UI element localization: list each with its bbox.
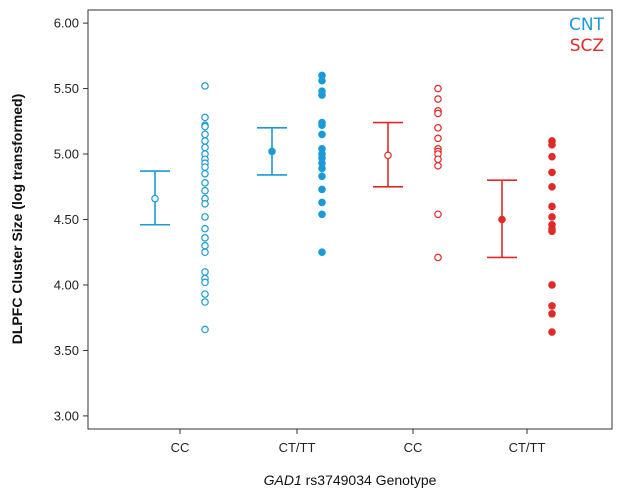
data-point — [434, 253, 442, 262]
data-point — [201, 199, 209, 208]
data-point — [201, 82, 209, 90]
data-point — [548, 182, 556, 191]
x-axis: CC CT/TT CC CT/TT — [171, 429, 546, 455]
data-point — [201, 224, 209, 233]
data-point — [201, 298, 209, 306]
data-point — [201, 186, 209, 195]
data-point — [201, 290, 209, 298]
data-point — [548, 213, 556, 221]
x-tick-label: CC — [171, 440, 190, 455]
data-point — [548, 168, 556, 177]
data-point — [318, 164, 326, 173]
data-point — [434, 210, 442, 219]
data-point — [318, 210, 326, 219]
y-tick-label: 5.00 — [54, 147, 79, 162]
group-scz-2 — [373, 84, 442, 262]
y-tick-label: 3.00 — [54, 408, 79, 423]
data-point — [548, 227, 556, 236]
data-point — [201, 278, 209, 287]
data-point — [318, 172, 326, 181]
data-point — [434, 155, 442, 164]
data-point — [318, 130, 326, 139]
mean-marker — [498, 215, 506, 224]
y-tick-label: 5.50 — [54, 81, 79, 96]
data-point — [434, 162, 442, 170]
data-point — [548, 302, 556, 310]
y-tick-label: 4.00 — [54, 277, 79, 292]
mean-marker — [384, 151, 392, 160]
x-tick-label: CT/TT — [279, 440, 316, 455]
data-point — [201, 234, 209, 242]
data-point — [201, 241, 209, 250]
data-point — [201, 113, 209, 122]
data-point — [434, 109, 442, 118]
group-cnt-0 — [140, 82, 209, 334]
x-axis-title: GAD1 rs3749034 Genotype — [264, 472, 437, 488]
data-point — [201, 169, 209, 178]
data-point — [318, 248, 326, 257]
data-point — [201, 213, 209, 221]
data-point — [318, 121, 326, 130]
data-point — [201, 143, 209, 152]
mean-marker — [151, 194, 159, 203]
data-point — [201, 325, 209, 334]
y-axis: 3.00 3.50 4.00 4.50 5.00 5.50 6.00 — [54, 16, 88, 423]
data-point — [548, 152, 556, 161]
data-point — [434, 134, 442, 143]
data-point — [201, 163, 209, 171]
mean-marker — [268, 147, 276, 156]
data-point — [201, 122, 209, 131]
data-point — [434, 84, 442, 93]
data-point — [318, 198, 326, 207]
legend-scz: SCZ — [570, 36, 604, 56]
data-groups — [140, 71, 556, 336]
x-axis-title-rest: rs3749034 Genotype — [302, 472, 437, 488]
data-point — [318, 76, 326, 85]
data-point — [434, 124, 442, 132]
data-point — [318, 185, 326, 194]
y-tick-label: 3.50 — [54, 343, 79, 358]
data-point — [434, 95, 442, 103]
data-point — [318, 91, 326, 99]
data-point — [548, 328, 556, 336]
data-point — [201, 248, 209, 257]
group-cnt-1 — [257, 71, 326, 257]
data-point — [548, 309, 556, 318]
data-point — [201, 137, 209, 145]
data-point — [201, 268, 209, 276]
legend-cnt: CNT — [569, 15, 605, 35]
data-point — [201, 179, 209, 187]
x-axis-title-gene: GAD1 — [264, 472, 302, 488]
data-point — [548, 141, 556, 149]
y-tick-label: 6.00 — [54, 16, 79, 31]
group-scz-3 — [487, 137, 556, 336]
data-point — [201, 130, 209, 139]
plot-frame — [87, 9, 613, 430]
x-tick-label: CT/TT — [509, 440, 546, 455]
data-point — [548, 202, 556, 211]
data-point — [548, 281, 556, 289]
y-axis-title: DLPFC Cluster Size (log transformed) — [9, 94, 25, 344]
x-tick-label: CC — [404, 440, 423, 455]
y-tick-label: 4.50 — [54, 212, 79, 227]
